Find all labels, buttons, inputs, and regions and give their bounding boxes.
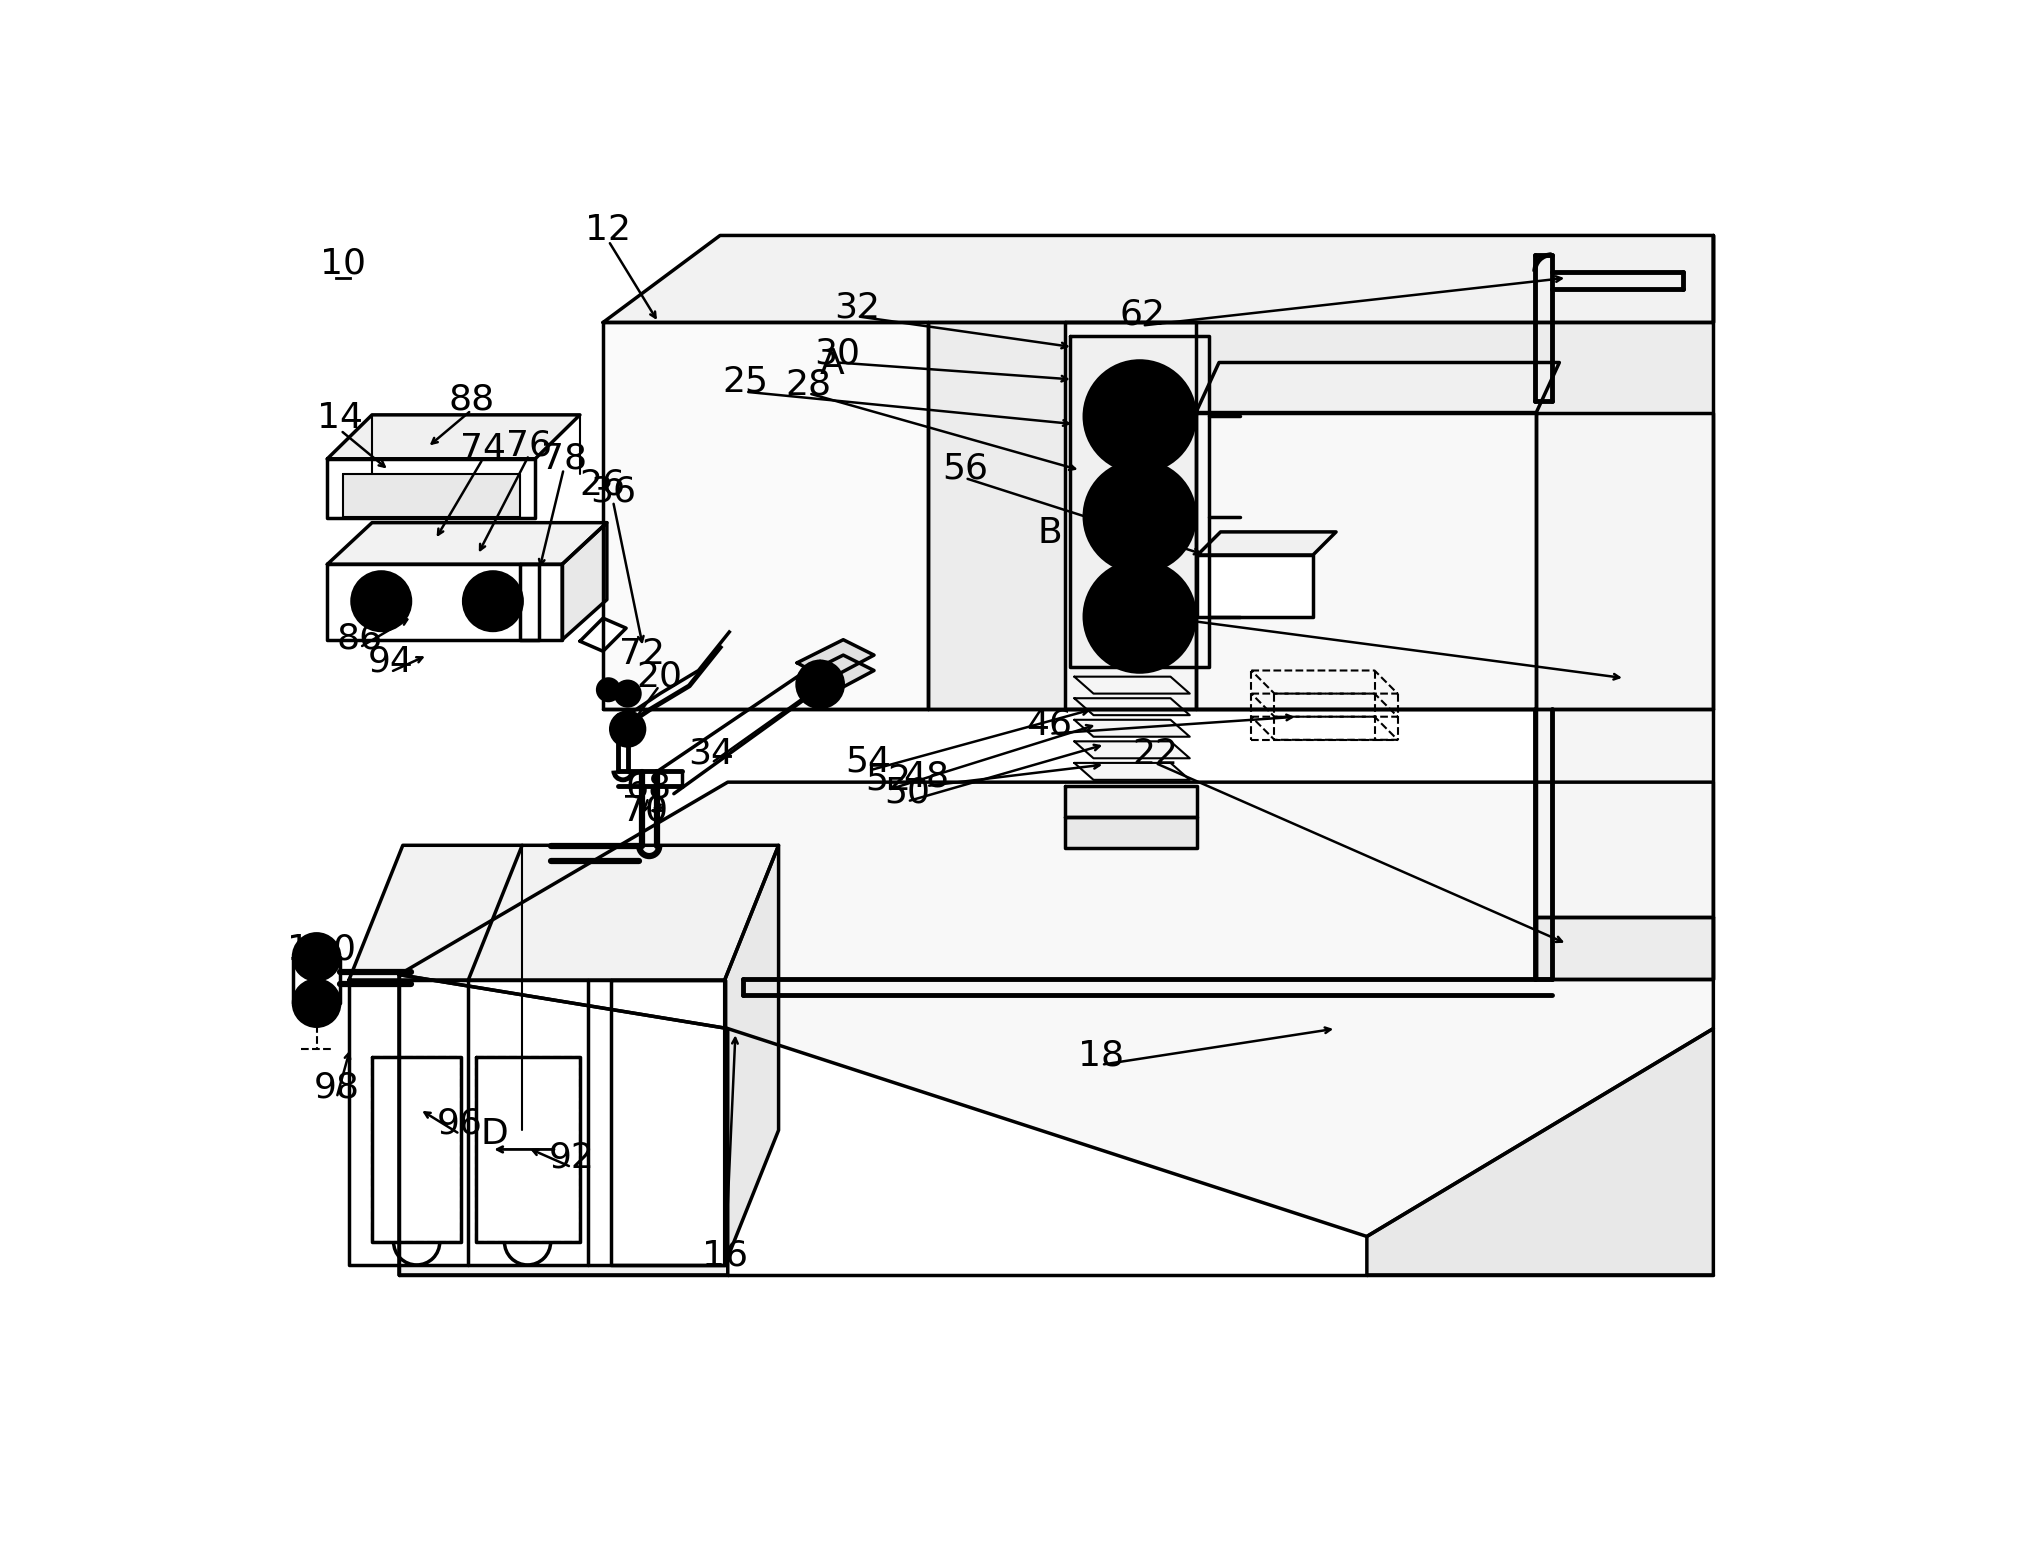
Text: 70: 70 (621, 794, 668, 828)
Text: 36: 36 (591, 474, 635, 508)
Text: 34: 34 (688, 737, 734, 771)
Polygon shape (611, 980, 724, 1265)
Text: 22: 22 (1131, 737, 1177, 771)
Polygon shape (328, 522, 607, 564)
Circle shape (615, 681, 639, 706)
Polygon shape (724, 845, 779, 1265)
Text: 14: 14 (318, 402, 364, 436)
Text: 68: 68 (625, 771, 672, 805)
Polygon shape (797, 655, 874, 695)
Text: 62: 62 (1119, 298, 1165, 332)
Polygon shape (1064, 323, 1196, 709)
Text: B: B (1038, 516, 1062, 550)
Circle shape (611, 712, 643, 746)
Polygon shape (1074, 742, 1190, 759)
Text: 76: 76 (506, 428, 552, 462)
Polygon shape (1064, 817, 1198, 848)
Text: 88: 88 (447, 383, 494, 417)
Text: 48: 48 (902, 760, 949, 794)
Text: A: A (819, 348, 844, 382)
Text: 78: 78 (540, 442, 587, 476)
Text: 30: 30 (813, 337, 860, 371)
Polygon shape (328, 564, 562, 640)
Text: 92: 92 (548, 1140, 595, 1174)
Polygon shape (603, 323, 927, 709)
Polygon shape (1366, 1029, 1713, 1275)
Polygon shape (1198, 531, 1335, 555)
Text: 24: 24 (1147, 592, 1194, 626)
Text: 72: 72 (619, 637, 664, 671)
Polygon shape (1074, 698, 1190, 715)
Polygon shape (1196, 413, 1535, 709)
Circle shape (597, 678, 619, 700)
Circle shape (475, 584, 510, 618)
Circle shape (352, 572, 411, 630)
Text: 32: 32 (833, 290, 880, 324)
Text: D: D (479, 1117, 508, 1151)
Polygon shape (1196, 363, 1558, 413)
Polygon shape (1198, 555, 1313, 616)
Polygon shape (348, 980, 724, 1265)
Polygon shape (293, 956, 340, 1003)
Circle shape (1117, 394, 1163, 439)
Circle shape (293, 933, 340, 980)
Polygon shape (1074, 677, 1190, 694)
Polygon shape (1074, 763, 1190, 780)
Circle shape (1084, 362, 1194, 471)
Text: 50: 50 (884, 776, 931, 810)
Text: 94: 94 (368, 644, 413, 678)
Text: 28: 28 (785, 368, 831, 402)
Polygon shape (348, 845, 779, 980)
Text: 46: 46 (1026, 708, 1072, 742)
Circle shape (1117, 593, 1163, 640)
Polygon shape (328, 416, 581, 459)
Text: 100: 100 (287, 932, 356, 966)
Text: 20: 20 (635, 660, 682, 694)
Text: 12: 12 (585, 213, 631, 247)
Polygon shape (1064, 786, 1198, 817)
Circle shape (364, 584, 399, 618)
Text: 86: 86 (336, 621, 382, 655)
Polygon shape (797, 640, 874, 680)
Text: 74: 74 (459, 431, 506, 465)
Polygon shape (520, 564, 538, 640)
Polygon shape (1535, 916, 1713, 978)
Circle shape (463, 572, 522, 630)
Polygon shape (328, 459, 534, 518)
Text: 52: 52 (864, 763, 910, 797)
Text: 98: 98 (314, 1071, 360, 1105)
Polygon shape (372, 1057, 461, 1242)
Polygon shape (603, 235, 1713, 323)
Polygon shape (1535, 413, 1713, 978)
Polygon shape (1074, 720, 1190, 737)
Circle shape (797, 661, 844, 708)
Text: 26: 26 (579, 467, 625, 501)
Circle shape (293, 980, 340, 1026)
Text: 18: 18 (1078, 1038, 1123, 1072)
Text: 10: 10 (320, 247, 366, 281)
Polygon shape (475, 1057, 581, 1242)
Text: 56: 56 (941, 451, 987, 485)
Circle shape (1084, 561, 1194, 672)
Polygon shape (581, 618, 625, 652)
Circle shape (1084, 460, 1194, 572)
Polygon shape (1070, 335, 1208, 666)
Polygon shape (399, 975, 728, 1275)
Polygon shape (927, 235, 1713, 709)
Polygon shape (342, 474, 520, 516)
Polygon shape (562, 522, 607, 640)
Text: 25: 25 (722, 365, 769, 399)
Circle shape (1117, 493, 1163, 539)
Text: 16: 16 (702, 1239, 749, 1273)
Text: 54: 54 (846, 745, 892, 779)
Polygon shape (399, 782, 1713, 1236)
Text: 96: 96 (437, 1106, 483, 1140)
